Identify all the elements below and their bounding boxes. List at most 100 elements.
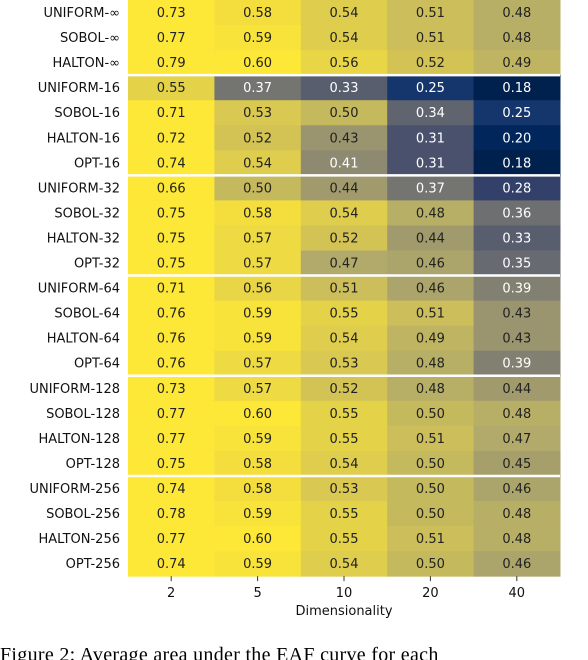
heatmap-cell	[300, 250, 388, 277]
heatmap-cell	[300, 25, 388, 51]
cell-value-label: 0.59	[243, 332, 272, 347]
heatmap-cell	[214, 300, 302, 327]
cell-value-label: 0.58	[243, 6, 272, 21]
cell-value-label: 0.51	[416, 307, 445, 322]
heatmap-cell	[300, 400, 388, 427]
row-label: HALTON-∞	[52, 56, 120, 71]
heatmap-cell	[128, 0, 215, 26]
heatmap-cell	[473, 551, 561, 577]
cell-value-label: 0.48	[502, 31, 531, 46]
cell-value-label: 0.57	[243, 357, 272, 372]
row-label: OPT-128	[66, 457, 120, 472]
row-label: OPT-16	[74, 156, 120, 171]
cell-value-label: 0.50	[330, 106, 359, 121]
heatmap-cell	[128, 75, 215, 101]
cell-value-label: 0.48	[416, 357, 445, 372]
heatmap-cell	[214, 250, 302, 277]
cell-value-label: 0.76	[157, 332, 186, 347]
cell-value-label: 0.33	[330, 81, 359, 96]
cell-value-label: 0.57	[243, 231, 272, 246]
heatmap-cell	[387, 450, 475, 477]
heatmap-cell	[387, 125, 475, 151]
x-tick-label: 20	[422, 586, 439, 601]
heatmap-cell	[214, 175, 302, 201]
cell-value-label: 0.44	[330, 181, 359, 196]
heatmap-cell	[473, 501, 561, 527]
cell-value-label: 0.44	[502, 382, 531, 397]
heatmap-cell	[300, 175, 388, 201]
heatmap-cell	[128, 175, 215, 201]
heatmap-cell	[387, 350, 475, 377]
cell-value-label: 0.52	[416, 56, 445, 71]
cell-value-label: 0.25	[502, 106, 531, 121]
cell-value-label: 0.60	[243, 532, 272, 547]
group-separators	[128, 73, 560, 478]
cell-value-label: 0.76	[157, 307, 186, 322]
heatmap-cell	[214, 375, 302, 402]
heatmap-cell	[387, 300, 475, 327]
heatmap-cell	[214, 350, 302, 377]
cell-value-label: 0.48	[416, 382, 445, 397]
x-axis-ticks: 2 5 10 20 40	[167, 576, 525, 601]
cell-value-label: 0.48	[416, 206, 445, 221]
cell-value-label: 0.58	[243, 206, 272, 221]
heatmap-cell	[387, 175, 475, 201]
cell-value-label: 0.77	[157, 407, 186, 422]
heatmap-cell	[128, 125, 215, 151]
cell-value-label: 0.53	[330, 357, 359, 372]
cell-value-label: 0.54	[330, 332, 359, 347]
heatmap-cell	[473, 200, 561, 226]
heatmap-cell	[473, 350, 561, 377]
heatmap-chart: 0.73 0.58 0.54 0.51 0.48 0.77 0.59 0.54 0.51 0.48…	[29, 0, 561, 619]
x-tick-label: 2	[167, 586, 175, 601]
row-label: UNIFORM-128	[29, 382, 120, 397]
cell-value-label: 0.39	[502, 282, 531, 297]
cell-value-label: 0.49	[416, 332, 445, 347]
cell-value-label: 0.60	[243, 56, 272, 71]
cell-value-label: 0.57	[243, 257, 272, 272]
cell-value-label: 0.74	[157, 156, 186, 171]
row-label: UNIFORM-64	[38, 282, 120, 297]
cell-value-label: 0.75	[157, 206, 186, 221]
row-label: HALTON-256	[38, 532, 120, 547]
cell-value-label: 0.50	[416, 457, 445, 472]
cell-value-label: 0.43	[502, 332, 531, 347]
cell-value-label: 0.57	[243, 382, 272, 397]
heatmap-cell	[128, 250, 215, 277]
heatmap-cell	[300, 501, 388, 527]
heatmap-cell	[300, 75, 388, 101]
heatmap-cell	[473, 526, 561, 552]
cell-value-label: 0.50	[416, 407, 445, 422]
cell-value-label: 0.60	[243, 407, 272, 422]
heatmap-cell	[300, 425, 388, 452]
row-label: SOBOL-128	[46, 407, 120, 422]
cell-value-label: 0.50	[416, 507, 445, 522]
cell-value-label: 0.55	[157, 81, 186, 96]
heatmap-cell	[300, 0, 388, 26]
cell-value-label: 0.56	[330, 56, 359, 71]
cell-value-label: 0.48	[502, 407, 531, 422]
cell-value-label: 0.75	[157, 457, 186, 472]
cell-value-label: 0.74	[157, 482, 186, 497]
heatmap-cell	[387, 50, 475, 76]
cell-value-label: 0.59	[243, 31, 272, 46]
heatmap-cell	[128, 350, 215, 377]
cell-value-label: 0.56	[243, 282, 272, 297]
heatmap-cell	[214, 475, 302, 502]
heatmap-cell	[473, 250, 561, 277]
heatmap-cell	[473, 225, 561, 251]
cell-value-label: 0.45	[502, 457, 531, 472]
heatmap-cell	[214, 125, 302, 151]
heatmap-cell	[473, 300, 561, 327]
heatmap-cell	[300, 275, 388, 302]
heatmap-cell	[387, 526, 475, 552]
row-label: HALTON-32	[47, 231, 120, 246]
cell-value-label: 0.35	[502, 257, 531, 272]
heatmap-cell	[300, 450, 388, 477]
heatmap-cell	[214, 25, 302, 51]
x-tick-label: 40	[509, 586, 526, 601]
cell-value-label: 0.25	[416, 81, 445, 96]
row-labels: UNIFORM-∞ SOBOL-∞ HALTON-∞ UNIFORM-16 SOBOL-…	[29, 6, 120, 572]
heatmap-cell	[128, 475, 215, 502]
cell-value-label: 0.43	[330, 131, 359, 146]
